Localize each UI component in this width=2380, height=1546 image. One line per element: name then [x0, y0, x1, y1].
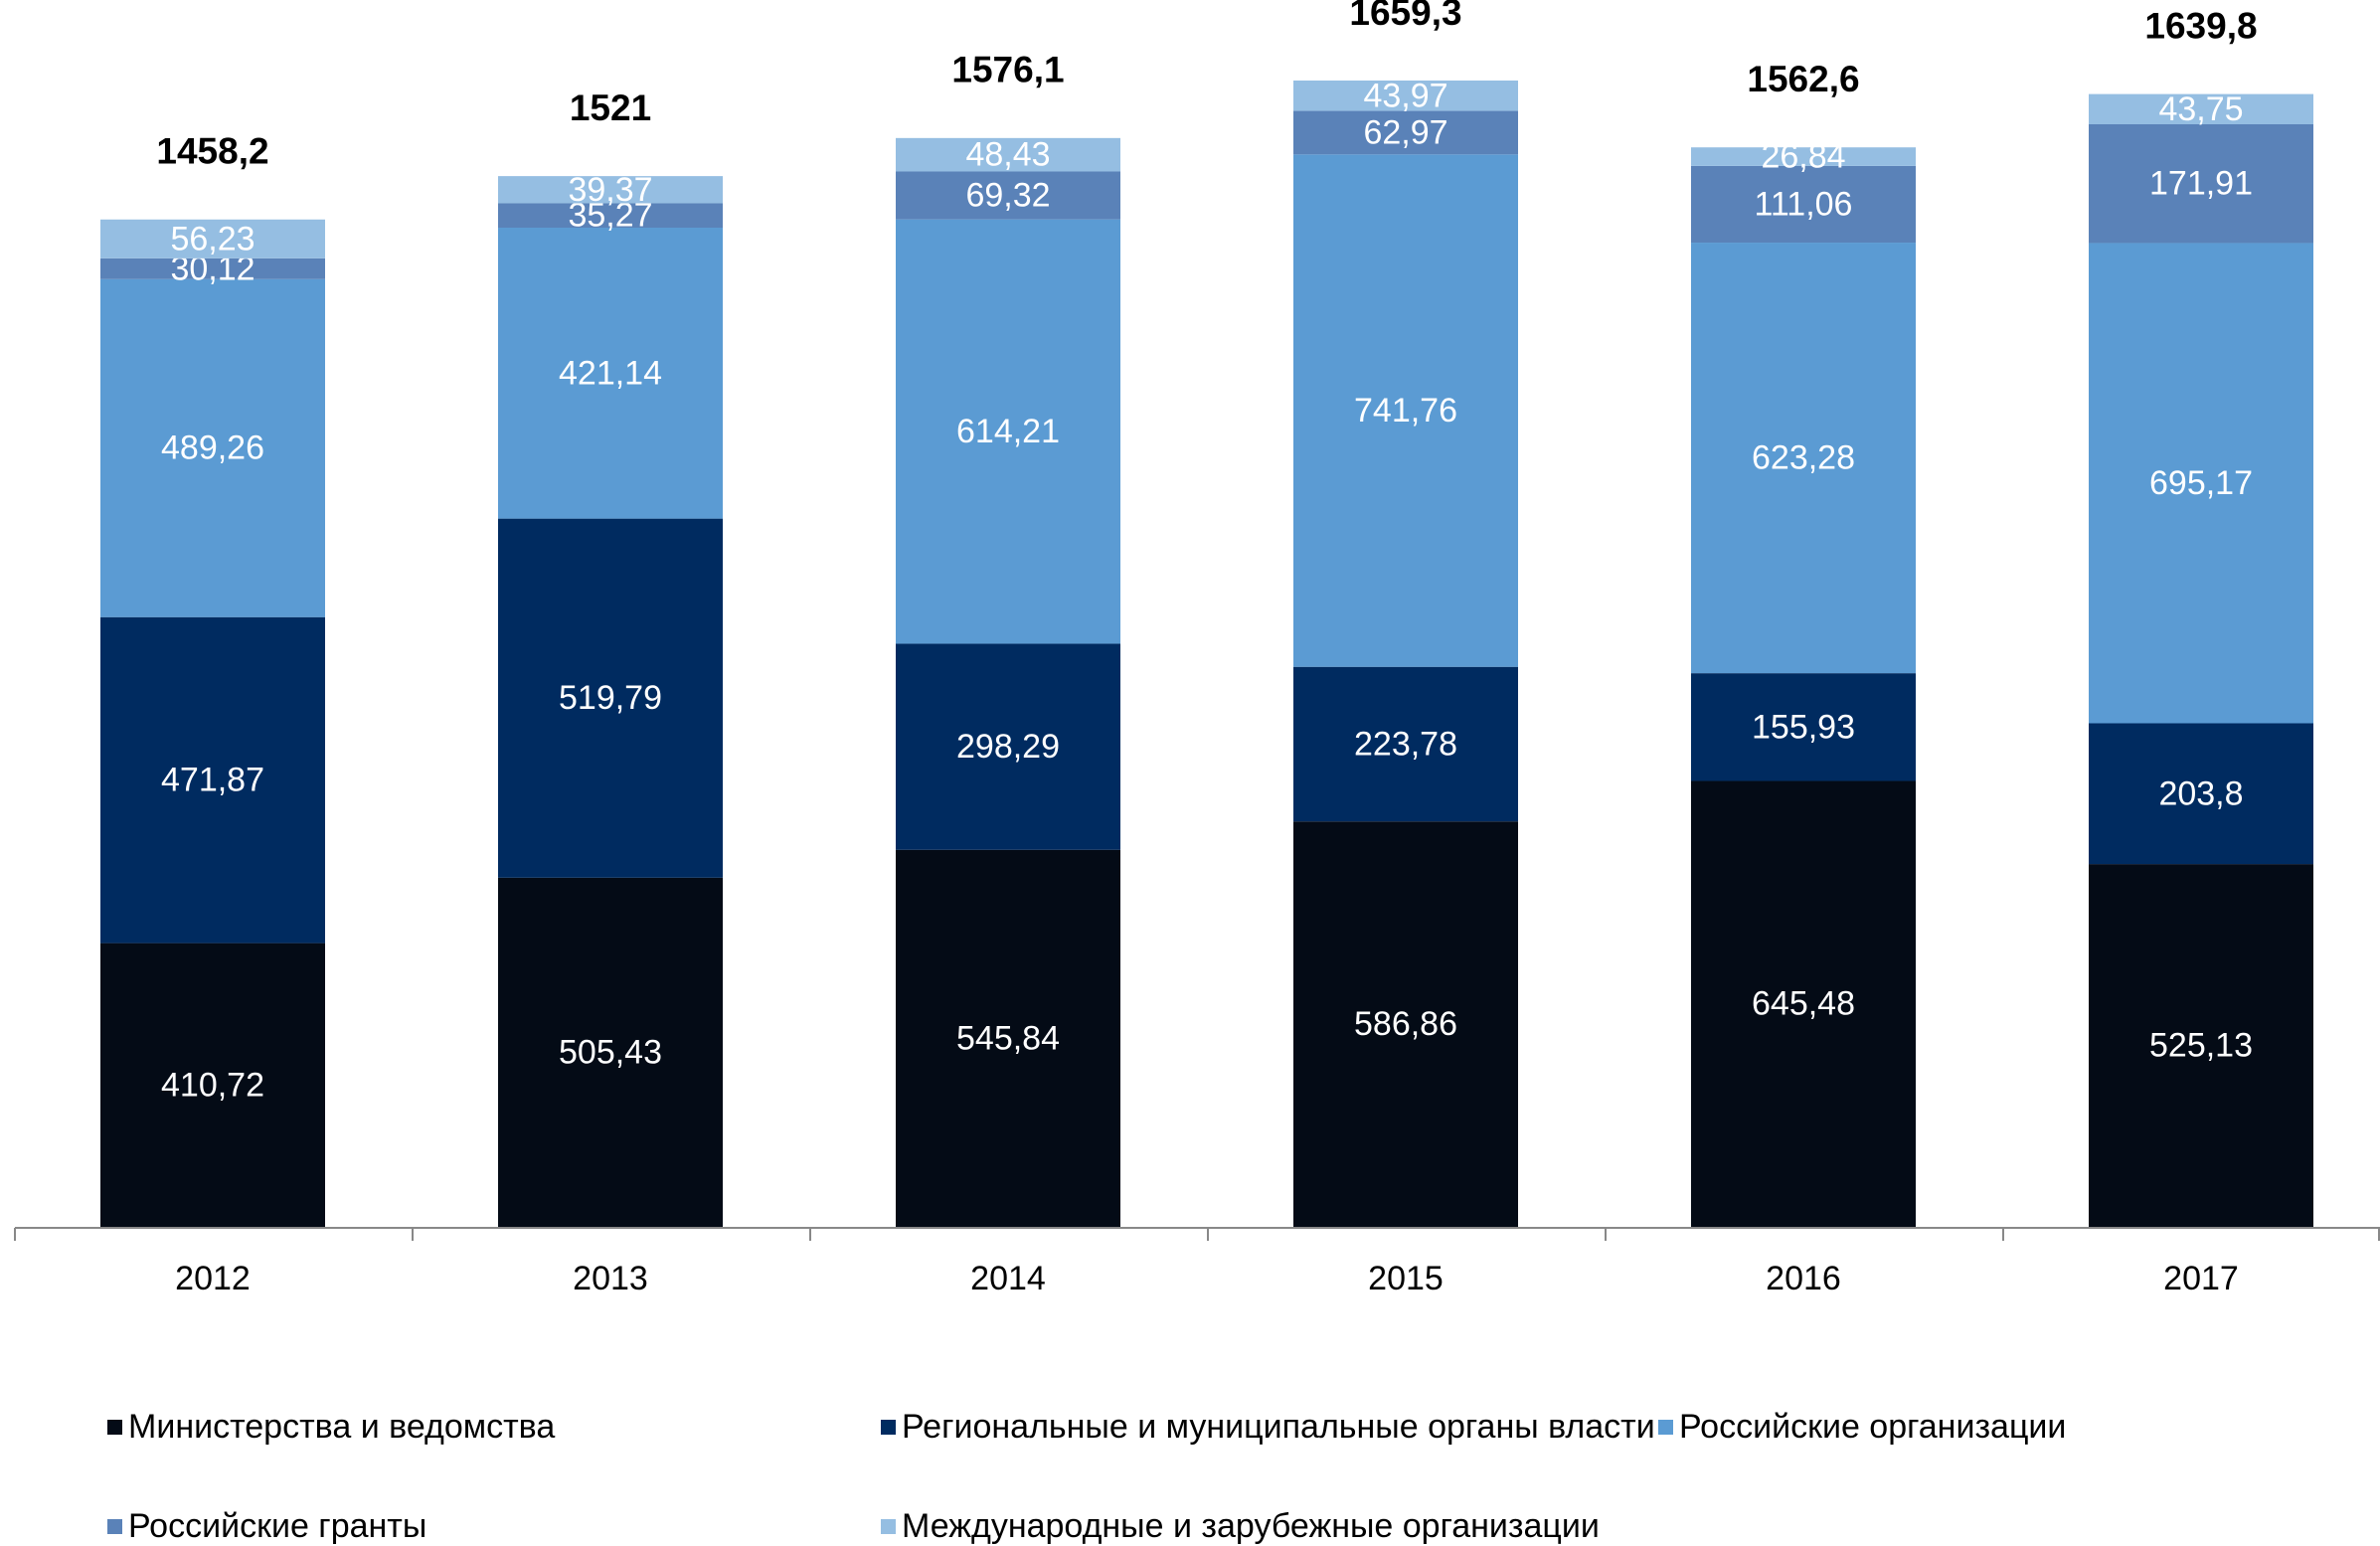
bar-segment: [1691, 780, 1916, 1227]
bar-segment: [1293, 110, 1518, 155]
data-label: 645,48: [1752, 985, 1855, 1023]
bar-segment: [100, 219, 325, 258]
bar-segment: [100, 616, 325, 944]
legend-label: Российские гранты: [128, 1507, 426, 1545]
bar-segment: [1293, 154, 1518, 667]
bar-segment: [2089, 124, 2313, 244]
bar-segment: [2089, 723, 2313, 865]
bar-segment: [498, 203, 723, 228]
data-label: 623,28: [1752, 439, 1855, 477]
bar-segment: [896, 137, 1120, 172]
data-label: 519,79: [559, 679, 662, 717]
legend-label: Российские организации: [1679, 1408, 2066, 1446]
bar-segment: [498, 877, 723, 1227]
data-label: 26,84: [1761, 138, 1845, 176]
bar-segment: [896, 219, 1120, 644]
data-label: 525,13: [2149, 1027, 2253, 1065]
legend-swatch: [1658, 1420, 1673, 1435]
data-label: 39,37: [568, 171, 652, 209]
bar-segment: [896, 171, 1120, 220]
total-label: 1576,1: [951, 50, 1064, 90]
total-label: 1458,2: [156, 131, 268, 172]
data-label: 56,23: [170, 220, 255, 258]
bar-segment: [100, 258, 325, 279]
bar-segment: [1691, 147, 1916, 166]
data-label: 203,8: [2158, 774, 2243, 812]
data-label: 614,21: [956, 413, 1060, 450]
bar-segment: [896, 849, 1120, 1227]
data-label: 111,06: [1755, 185, 1853, 223]
bar-segment: [498, 518, 723, 878]
data-label: 545,84: [956, 1019, 1060, 1057]
bar-segment: [2089, 243, 2313, 724]
data-label: 48,43: [965, 136, 1050, 174]
legend-label: Международные и зарубежные организации: [902, 1507, 1600, 1545]
legend-swatch: [881, 1420, 896, 1435]
data-label: 741,76: [1354, 392, 1457, 429]
bar-segment: [896, 643, 1120, 850]
bar-segment: [2089, 864, 2313, 1227]
total-label: 1562,6: [1747, 59, 1859, 99]
x-tick-label: 2016: [1766, 1260, 1841, 1297]
bar-segment: [498, 227, 723, 519]
bar-segment: [1691, 243, 1916, 674]
data-label: 586,86: [1354, 1005, 1457, 1043]
bar-segment: [1691, 673, 1916, 781]
bar-segment: [1293, 666, 1518, 822]
data-label: 298,29: [956, 728, 1060, 766]
bar-segment: [498, 176, 723, 204]
legend-label: Региональные и муниципальные органы влас…: [902, 1408, 1655, 1446]
bar-segment: [100, 943, 325, 1227]
data-label: 489,26: [161, 429, 264, 467]
bar-segment: [1691, 165, 1916, 244]
data-label: 505,43: [559, 1033, 662, 1071]
legend-swatch: [881, 1519, 896, 1534]
x-tick-label: 2017: [2163, 1260, 2239, 1297]
total-label: 1659,3: [1349, 0, 1461, 33]
x-tick-label: 2013: [573, 1260, 648, 1297]
legend-label: Министерства и ведомства: [128, 1408, 555, 1446]
bar-segment: [100, 278, 325, 617]
data-label: 471,87: [161, 762, 264, 799]
total-label: 1521: [570, 87, 651, 128]
data-label: 155,93: [1752, 708, 1855, 746]
legend-swatch: [107, 1519, 122, 1534]
data-label: 223,78: [1354, 725, 1457, 763]
legend-swatch: [107, 1420, 122, 1435]
data-label: 695,17: [2149, 464, 2253, 502]
bar-segment: [2089, 93, 2313, 125]
total-label: 1639,8: [2144, 5, 2257, 46]
bar-segment: [1293, 821, 1518, 1227]
data-label: 421,14: [559, 354, 662, 392]
data-label: 410,72: [161, 1066, 264, 1104]
data-label: 43,75: [2158, 90, 2243, 128]
x-tick-label: 2014: [970, 1260, 1046, 1297]
x-tick-label: 2012: [175, 1260, 251, 1297]
bar-segment: [1293, 81, 1518, 111]
data-label: 69,32: [965, 177, 1050, 215]
data-label: 171,91: [2149, 165, 2253, 203]
data-label: 43,97: [1363, 77, 1447, 114]
x-tick-label: 2015: [1368, 1260, 1444, 1297]
data-label: 62,97: [1363, 113, 1447, 151]
